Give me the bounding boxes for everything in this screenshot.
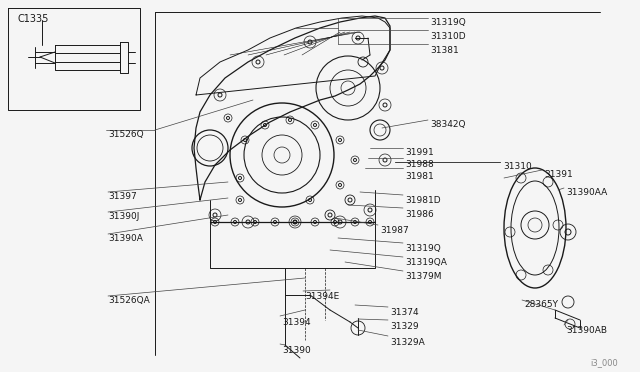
Text: 31391: 31391 [544,170,573,179]
Text: 31310D: 31310D [430,32,466,41]
Text: 28365Y: 28365Y [524,300,558,309]
Text: 31381: 31381 [430,46,459,55]
Text: 31526Q: 31526Q [108,130,143,139]
Text: C1335: C1335 [18,14,49,24]
Text: 31981D: 31981D [405,196,440,205]
Text: 31981: 31981 [405,172,434,181]
Text: 31310: 31310 [503,162,532,171]
Text: 31390AB: 31390AB [566,326,607,335]
Text: 31526QA: 31526QA [108,296,150,305]
Text: 31394: 31394 [282,318,310,327]
Text: 31390: 31390 [282,346,311,355]
Text: 31991: 31991 [405,148,434,157]
Text: 31986: 31986 [405,210,434,219]
Text: 31329A: 31329A [390,338,425,347]
Text: 31374: 31374 [390,308,419,317]
Text: 38342Q: 38342Q [430,120,465,129]
Text: 31319QA: 31319QA [405,258,447,267]
Text: 31379M: 31379M [405,272,442,281]
Text: 31390A: 31390A [108,234,143,243]
Text: 31319Q: 31319Q [405,244,441,253]
Text: 31397: 31397 [108,192,137,201]
Text: 31329: 31329 [390,322,419,331]
Text: i3_000: i3_000 [590,358,618,367]
Text: 31394E: 31394E [305,292,339,301]
Text: 31319Q: 31319Q [430,18,466,27]
Text: 31987: 31987 [380,226,409,235]
Text: 31390J: 31390J [108,212,140,221]
Text: 31390AA: 31390AA [566,188,607,197]
Text: 31988: 31988 [405,160,434,169]
